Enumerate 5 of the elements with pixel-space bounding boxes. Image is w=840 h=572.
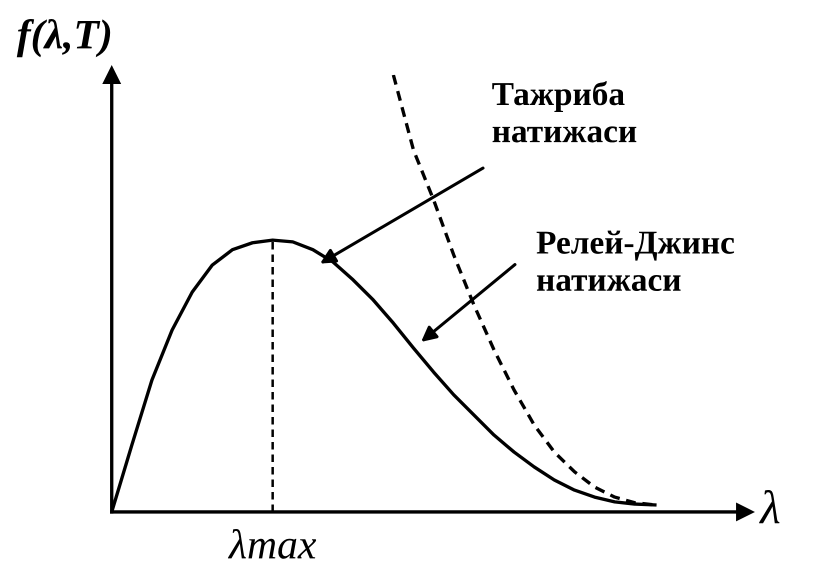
- y-axis-title: f(λ,T): [16, 18, 110, 58]
- x-axis-title: λ: [759, 490, 780, 524]
- annotation: Релей-Джинс натижаси: [536, 230, 734, 292]
- text: λmax: [228, 528, 316, 559]
- annotation: Тажриба натижаси: [492, 81, 636, 142]
